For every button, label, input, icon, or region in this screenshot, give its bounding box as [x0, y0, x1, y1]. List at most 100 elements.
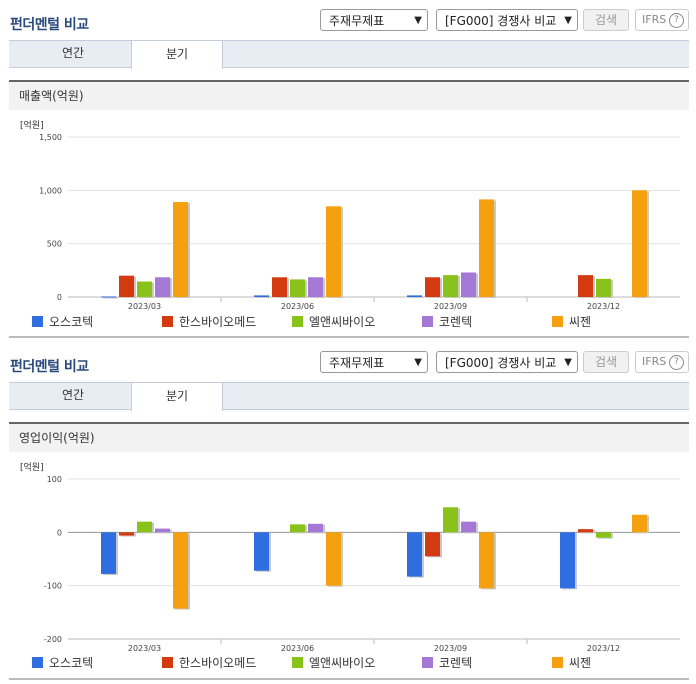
y-tick-label: -200: [44, 635, 62, 644]
y-tick-label: 0: [57, 528, 62, 537]
legend-label: 엘앤씨바이오: [309, 656, 376, 670]
chevron-down-icon: ▼: [564, 357, 572, 368]
legend-item[interactable]: 한스바이오메드: [162, 655, 256, 671]
chevron-down-icon: ▼: [414, 357, 422, 368]
bar-2023-09-series-2: [443, 275, 458, 297]
bar-2023-03-series-2: [137, 281, 152, 297]
chevron-down-icon: ▼: [564, 15, 572, 26]
bar-2023-06-series-1: [272, 277, 287, 297]
legend-item[interactable]: 씨젠: [552, 655, 591, 671]
legend-swatch: [32, 657, 43, 668]
x-tick-label-2023-09: 2023/09: [434, 644, 467, 653]
legend-label: 한스바이오메드: [179, 656, 257, 670]
bar-2023-12-series-0: [560, 532, 575, 589]
bar-2023-06-series-4: [326, 532, 341, 586]
legend-swatch: [162, 316, 173, 327]
revenue-chart: 0 500 1,000 1,500 2023/03 2023/06 2023/09 2023/…: [39, 133, 680, 311]
x-tick-label-2023-12: 2023/12: [587, 644, 620, 653]
section-header: 매출액(억원): [9, 80, 689, 110]
section-header: 영업이익(억원): [9, 422, 689, 452]
bar-2023-06-series-2: [290, 279, 305, 297]
tab-quarterly[interactable]: 분기: [131, 40, 223, 69]
legend-item[interactable]: 엘앤씨바이오: [292, 655, 375, 671]
bar-2023-09-series-1: [425, 277, 440, 297]
bar-2023-03-series-0: [101, 532, 116, 574]
operating-income-chart: -200 -100 0 100 2023/03 2023/06 2023/09 2023/12: [44, 475, 680, 653]
help-icon: ?: [669, 355, 684, 370]
y-tick-label: 100: [47, 475, 62, 484]
y-tick-label: 1,000: [39, 186, 62, 195]
legend-label: 씨젠: [569, 656, 592, 670]
legend-item[interactable]: 코렌텍: [422, 314, 472, 330]
legend-label: 엘앤씨바이오: [309, 315, 376, 329]
bar-2023-03-series-2: [137, 521, 152, 533]
bar-2023-06-series-3: [308, 277, 323, 297]
ifrs-help-button[interactable]: IFRS ?: [635, 9, 689, 31]
tab-annual[interactable]: 연간: [61, 46, 85, 60]
bar-2023-12-series-2: [596, 532, 611, 538]
bar-shadow: [256, 296, 271, 298]
y-tick-label: 500: [47, 240, 62, 249]
help-icon: ?: [669, 13, 684, 28]
ifrs-help-button[interactable]: IFRS ?: [635, 351, 689, 373]
section-divider: [9, 336, 689, 338]
legend-swatch: [32, 316, 43, 327]
x-tick-label-2023-03: 2023/03: [128, 644, 161, 653]
statement-select-value: 주재무제표: [329, 14, 385, 28]
search-button[interactable]: 검색: [583, 9, 629, 31]
bar-2023-09-series-3: [461, 521, 476, 533]
panel-title: 펀더멘털 비교: [10, 17, 89, 33]
legend-item[interactable]: 한스바이오메드: [162, 314, 256, 330]
fundamental-panel-revenue: 펀더멘털 비교 주재무제표 ▼ [FG000] 경쟁사 비교 ▼ 검색 IFRS…: [9, 9, 689, 338]
y-tick-label: 1,500: [39, 133, 62, 142]
legend-swatch: [552, 316, 563, 327]
statement-select[interactable]: 주재무제표 ▼: [320, 9, 428, 31]
bar-2023-09-series-0: [407, 295, 422, 297]
legend-item[interactable]: 엘앤씨바이오: [292, 314, 375, 330]
bar-2023-12-series-4: [632, 190, 647, 297]
legend-label: 코렌텍: [439, 315, 473, 329]
bar-2023-03-series-1: [119, 532, 134, 536]
legend-label: 씨젠: [569, 315, 592, 329]
legend-swatch: [292, 657, 303, 668]
bar-2023-03-series-3: [155, 277, 170, 297]
statement-select-value: 주재무제표: [329, 356, 385, 370]
legend-swatch: [292, 316, 303, 327]
bar-2023-06-series-3: [308, 523, 323, 533]
unit-label: [억원]: [20, 463, 44, 473]
bar-2023-06-series-0: [254, 532, 269, 571]
ifrs-label: IFRS: [642, 355, 667, 368]
compare-select[interactable]: [FG000] 경쟁사 비교 ▼: [436, 351, 578, 373]
bar-2023-09-series-2: [443, 507, 458, 533]
legend-swatch: [422, 657, 433, 668]
legend-item[interactable]: 오스코텍: [32, 655, 93, 671]
compare-select-value: [FG000] 경쟁사 비교: [445, 356, 557, 370]
bar-shadow: [103, 297, 118, 299]
bar-2023-12-series-2: [596, 278, 611, 297]
y-tick-label: 0: [57, 293, 62, 302]
bar-2023-03-series-0: [101, 296, 116, 298]
x-tick-label-2023-03: 2023/03: [128, 302, 161, 311]
y-tick-label: -100: [44, 582, 62, 591]
ifrs-label: IFRS: [642, 13, 667, 26]
x-tick-label-2023-09: 2023/09: [434, 302, 467, 311]
tab-quarterly[interactable]: 분기: [131, 382, 223, 411]
legend-item[interactable]: 씨젠: [552, 314, 591, 330]
legend-item[interactable]: 코렌텍: [422, 655, 472, 671]
bar-2023-06-series-4: [326, 206, 341, 297]
section-divider: [9, 678, 689, 680]
tab-annual[interactable]: 연간: [61, 388, 85, 402]
search-button[interactable]: 검색: [583, 351, 629, 373]
statement-select[interactable]: 주재무제표 ▼: [320, 351, 428, 373]
x-tick-label-2023-06: 2023/06: [281, 302, 314, 311]
bar-2023-03-series-4: [173, 532, 188, 609]
compare-select[interactable]: [FG000] 경쟁사 비교 ▼: [436, 9, 578, 31]
bar-2023-12-series-1: [578, 275, 593, 297]
unit-label: [억원]: [20, 121, 44, 131]
legend-swatch: [162, 657, 173, 668]
legend-item[interactable]: 오스코텍: [32, 314, 93, 330]
bar-2023-03-series-4: [173, 202, 188, 297]
x-tick-label-2023-12: 2023/12: [587, 302, 620, 311]
period-tabs: 연간 분기: [9, 382, 689, 411]
legend-label: 오스코텍: [49, 315, 94, 329]
